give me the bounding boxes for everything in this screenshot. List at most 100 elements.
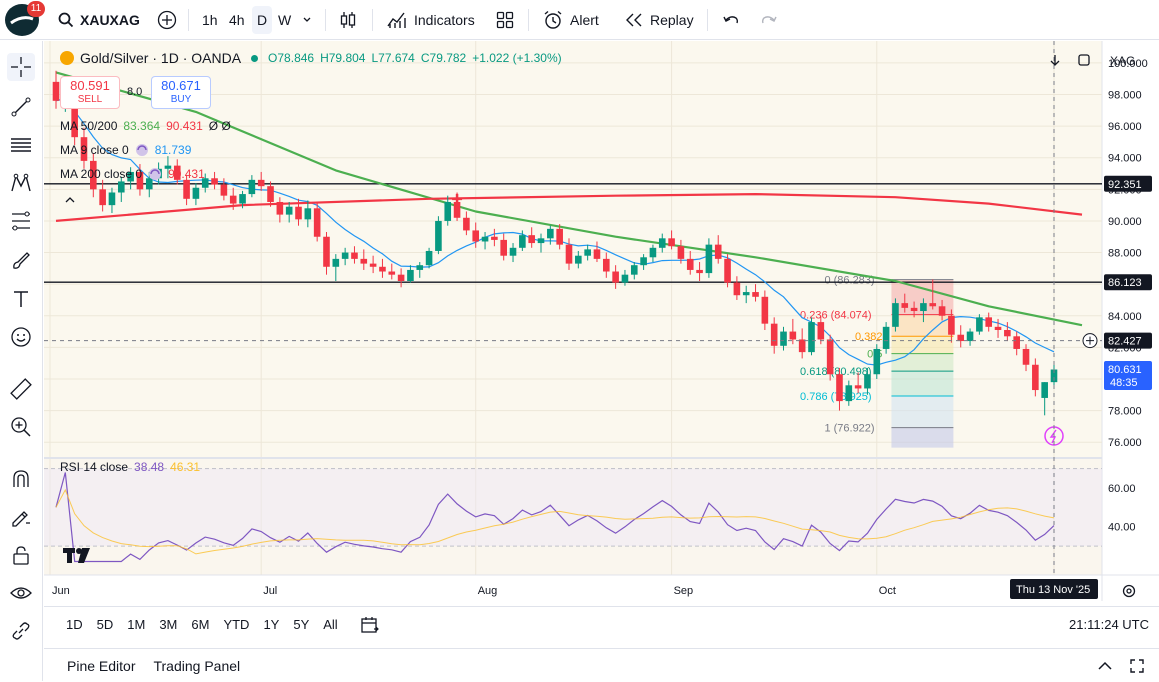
ma50-line	[55, 71, 1083, 327]
indicator-ma-9[interactable]: MA 9 close 0 81.739	[60, 143, 191, 157]
candle-body	[257, 179, 265, 187]
candle-body	[220, 184, 228, 196]
candle-body	[882, 326, 890, 349]
symbol-search[interactable]: XAUXAG	[58, 0, 140, 40]
draw-mode-tool[interactable]	[7, 503, 35, 531]
emoji-tool[interactable]	[7, 323, 35, 351]
date-range-button[interactable]	[360, 616, 380, 634]
candle-body	[183, 179, 190, 199]
range-5y[interactable]: 5Y	[293, 617, 310, 632]
interval-1h[interactable]: 1h	[202, 12, 218, 28]
indicator-value: 83.364	[123, 119, 161, 133]
pattern-tool[interactable]	[7, 169, 35, 197]
layout-button[interactable]	[496, 0, 514, 40]
magnet-tool[interactable]	[7, 465, 35, 493]
candle-body	[910, 307, 918, 312]
tradingview-logo[interactable]	[62, 545, 96, 568]
sell-label: SELL	[77, 94, 103, 105]
bar-countdown: 48:35	[1110, 377, 1138, 389]
text-tool[interactable]	[7, 285, 35, 313]
horizontal-lines-tool[interactable]	[7, 131, 35, 159]
interval-4h[interactable]: 4h	[229, 12, 245, 28]
divider	[372, 9, 373, 31]
indicators-icon	[387, 12, 406, 28]
maximize-pane-button[interactable]	[1077, 53, 1091, 70]
link-tool[interactable]	[7, 617, 35, 645]
candle-body	[80, 137, 88, 161]
range-ytd[interactable]: YTD	[223, 617, 250, 632]
interval-d[interactable]: D	[252, 6, 272, 34]
chart-type-button[interactable]	[339, 0, 357, 40]
alert-button[interactable]: Alert	[543, 0, 599, 40]
trading-panel-tab[interactable]: Trading Panel	[153, 657, 241, 674]
replay-button[interactable]: Replay	[625, 0, 694, 40]
chart-settings-button[interactable]	[1121, 583, 1137, 602]
chart-canvas[interactable]: 100.00098.00096.00094.00092.00090.00088.…	[44, 41, 1159, 601]
candle-body	[948, 315, 955, 335]
interval-dropdown[interactable]	[302, 0, 312, 40]
drawing-toolbar	[0, 41, 43, 681]
range-1m[interactable]: 1M	[127, 617, 146, 632]
range-6m[interactable]: 6M	[191, 617, 210, 632]
compare-button[interactable]	[157, 0, 177, 40]
candle-body	[192, 187, 200, 199]
collapse-legend-button[interactable]	[64, 193, 76, 208]
collapse-panel-button[interactable]	[1097, 659, 1113, 675]
time-tick-label: Jul	[263, 585, 277, 597]
price-tick-label: 98.000	[1108, 90, 1142, 102]
candle-body	[425, 250, 433, 266]
measure-tool[interactable]	[7, 375, 35, 403]
sell-button[interactable]: 80.591 SELL	[60, 76, 120, 109]
chart-pane[interactable]: 100.00098.00096.00094.00092.00090.00088.…	[44, 41, 1159, 601]
price-tick-label: 78.000	[1108, 406, 1142, 418]
indicator-ma-200[interactable]: MA 200 close 0 90.431	[60, 167, 205, 181]
eye-icon	[10, 587, 32, 599]
brush-icon	[13, 252, 30, 269]
candles-icon	[340, 12, 356, 28]
market-status-dot	[251, 54, 259, 62]
range-all[interactable]: All	[323, 617, 338, 632]
candle-body	[537, 238, 545, 244]
buy-button[interactable]: 80.671 BUY	[151, 76, 211, 109]
indicator-rsi[interactable]: RSI 14 close 38.48 46.31	[60, 460, 200, 474]
range-1y[interactable]: 1Y	[263, 617, 280, 632]
time-tick-label: Aug	[478, 585, 498, 597]
grid-icon	[496, 11, 514, 29]
candle-body	[556, 228, 563, 245]
ma200-line	[55, 192, 1083, 222]
visibility-tool[interactable]	[7, 579, 35, 607]
rsi-line	[55, 472, 1055, 563]
indicator-value: Ø Ø	[208, 119, 231, 133]
lock-tool[interactable]	[7, 541, 35, 569]
fib-tool[interactable]	[7, 207, 35, 235]
divider	[707, 9, 708, 31]
candle-body	[416, 265, 424, 270]
clock[interactable]: 21:11:24 UTC	[1069, 617, 1149, 632]
crosshair-tool[interactable]	[7, 53, 35, 81]
indicators-button[interactable]: Indicators	[386, 0, 475, 40]
indicator-value: 90.431	[166, 119, 203, 133]
range-5d[interactable]: 5D	[96, 617, 114, 632]
candle-body	[201, 178, 209, 188]
legend-title[interactable]: Gold/Silver · 1D · OANDA	[80, 50, 242, 66]
pine-editor-tab[interactable]: Pine Editor	[67, 657, 136, 674]
undo-button[interactable]	[722, 0, 740, 40]
symbol-dot	[60, 51, 74, 65]
redo-button[interactable]	[760, 0, 778, 40]
divider	[188, 9, 189, 31]
fib-zone	[891, 371, 954, 396]
trend-line-tool[interactable]	[7, 93, 35, 121]
interval-w[interactable]: W	[278, 12, 292, 28]
time-tick-label: Sep	[674, 585, 694, 597]
indicator-ma-50-200[interactable]: MA 50/200 83.364 90.431 Ø Ø	[60, 119, 231, 133]
brush-tool[interactable]	[7, 247, 35, 275]
spread-value: 8.0	[127, 86, 143, 98]
scroll-down-button[interactable]	[1049, 53, 1061, 70]
candle-body	[285, 206, 293, 215]
zoom-tool[interactable]	[7, 413, 35, 441]
maximize-panel-button[interactable]	[1129, 658, 1145, 677]
range-3m[interactable]: 3M	[159, 617, 178, 632]
fib-zone	[891, 336, 954, 354]
candle-body	[854, 385, 862, 389]
range-1d[interactable]: 1D	[66, 617, 83, 632]
